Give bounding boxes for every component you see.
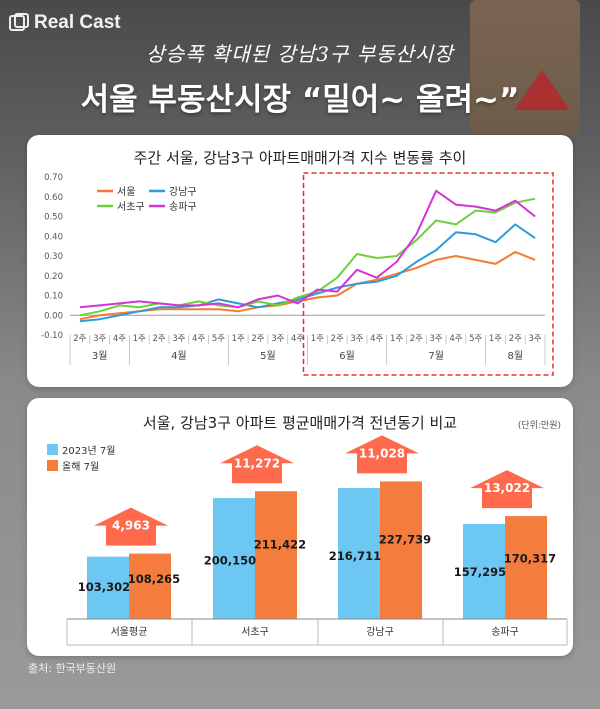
legend-label: 송파구	[169, 201, 197, 213]
category-label: 서울평균	[111, 626, 148, 638]
x-month-label: 4월	[171, 350, 187, 362]
series-line-seoul	[79, 251, 536, 321]
x-week-label: 3주	[430, 334, 443, 344]
x-week-label: 3주	[350, 334, 363, 344]
x-week-label: 4주	[113, 334, 126, 344]
x-month-label: 8월	[508, 350, 524, 362]
increase-arrow	[345, 435, 419, 474]
increase-arrow	[220, 445, 294, 484]
bar-value-curr: 108,265	[128, 572, 180, 586]
source-note: 출처: 한국부동산원	[28, 662, 117, 675]
logo-icon	[9, 13, 29, 31]
bar-value-curr: 211,422	[254, 538, 306, 552]
increase-arrow	[94, 507, 168, 546]
bar-prev	[338, 488, 380, 619]
x-month-label: 3월	[92, 350, 108, 362]
y-tick-label: 0.70	[44, 173, 63, 183]
increase-label: 4,963	[112, 519, 150, 533]
legend-label: 강남구	[169, 186, 197, 198]
bar-value-prev: 103,302	[78, 580, 130, 594]
x-month-label: 7월	[428, 350, 444, 362]
series-line-songpa	[79, 189, 536, 309]
page-subtitle: 상승폭 확대된 강남3구 부동산시장	[146, 42, 454, 66]
bar-curr	[380, 481, 422, 619]
category-label: 송파구	[491, 626, 519, 638]
category-label: 서초구	[241, 626, 269, 638]
y-tick-label: 0.30	[44, 252, 63, 262]
legend-label: 서초구	[117, 201, 145, 213]
increase-label: 11,028	[359, 446, 405, 460]
bar-value-prev: 216,711	[329, 549, 381, 563]
brand-logo: Real Cast	[8, 12, 121, 34]
x-week-label: 5주	[212, 334, 225, 344]
legend-swatch-curr	[47, 460, 58, 471]
bar-curr	[129, 553, 171, 619]
bar-value-prev: 200,150	[204, 554, 256, 568]
y-tick-label: 0.60	[44, 193, 63, 203]
legend-label: 서울	[117, 186, 135, 198]
bar-value-curr: 170,317	[504, 551, 556, 565]
bar-prev	[87, 556, 129, 619]
x-week-label: 1주	[133, 334, 146, 344]
x-week-label: 4주	[370, 334, 383, 344]
x-week-label: 2주	[152, 334, 165, 344]
bar-curr	[255, 491, 297, 619]
x-week-label: 3주	[528, 334, 541, 344]
unit-label: (단위:만원)	[517, 421, 561, 431]
y-tick-label: -0.10	[41, 331, 63, 341]
x-week-label: 4주	[192, 334, 205, 344]
increase-label: 13,022	[484, 481, 530, 495]
page-title: 서울 부동산시장 “밀어~ 올려~”	[80, 82, 520, 118]
y-tick-label: 0.40	[44, 232, 63, 242]
bar-chart-panel: 서울, 강남3구 아파트 평균매매가격 전년동기 비교 (단위:만원) 2023…	[27, 398, 573, 656]
x-week-label: 2주	[509, 334, 522, 344]
bar-curr	[505, 516, 547, 619]
series-line-seocho	[79, 197, 536, 317]
x-week-label: 4주	[449, 334, 462, 344]
x-week-label: 3주	[271, 334, 284, 344]
x-week-label: 2주	[251, 334, 264, 344]
increase-label: 11,272	[234, 456, 280, 470]
y-tick-label: 0.20	[44, 272, 63, 282]
line-chart-panel: 주간 서울, 강남3구 아파트매매가격 지수 변동률 추이 0.70 0.60 0.…	[27, 135, 573, 387]
bar-chart-title: 서울, 강남3구 아파트 평균매매가격 전년동기 비교	[142, 414, 458, 432]
y-tick-label: 0.10	[44, 292, 63, 302]
x-week-label: 3주	[93, 334, 106, 344]
bar-value-prev: 157,295	[454, 565, 506, 579]
x-week-label: 2주	[331, 334, 344, 344]
x-month-label: 6월	[339, 350, 355, 362]
x-month-label: 5월	[260, 350, 276, 362]
y-tick-label: 0.00	[44, 311, 63, 321]
x-week-label: 2주	[410, 334, 423, 344]
x-week-label: 1주	[489, 334, 502, 344]
x-week-label: 1주	[311, 334, 324, 344]
x-week-label: 4주	[291, 334, 304, 344]
x-week-label: 3주	[172, 334, 185, 344]
legend-label: 올해 7월	[62, 460, 99, 473]
bar-value-curr: 227,739	[379, 532, 431, 546]
legend-swatch-prev	[47, 444, 58, 455]
x-week-label: 2주	[73, 334, 86, 344]
x-week-label: 1주	[232, 334, 245, 344]
legend-label: 2023년 7월	[62, 445, 115, 457]
increase-arrow	[470, 470, 544, 509]
background-red-arrow	[514, 70, 570, 110]
line-chart-title: 주간 서울, 강남3구 아파트매매가격 지수 변동률 추이	[133, 149, 467, 167]
highlight-box	[302, 172, 554, 376]
x-week-label: 5주	[469, 334, 482, 344]
line-chart: 0.70 0.60 0.50 0.40 0.30 0.20 0.10 0.00 -0.10 2주 3…	[41, 172, 554, 376]
bar-prev	[213, 498, 255, 619]
background-wood-block	[470, 0, 580, 135]
x-week-label: 1주	[390, 334, 403, 344]
bar-prev	[463, 523, 505, 619]
category-label: 강남구	[366, 626, 394, 638]
series-line-gangnam	[79, 223, 536, 323]
brand-name: Real Cast	[34, 12, 121, 33]
y-tick-label: 0.50	[44, 213, 63, 223]
